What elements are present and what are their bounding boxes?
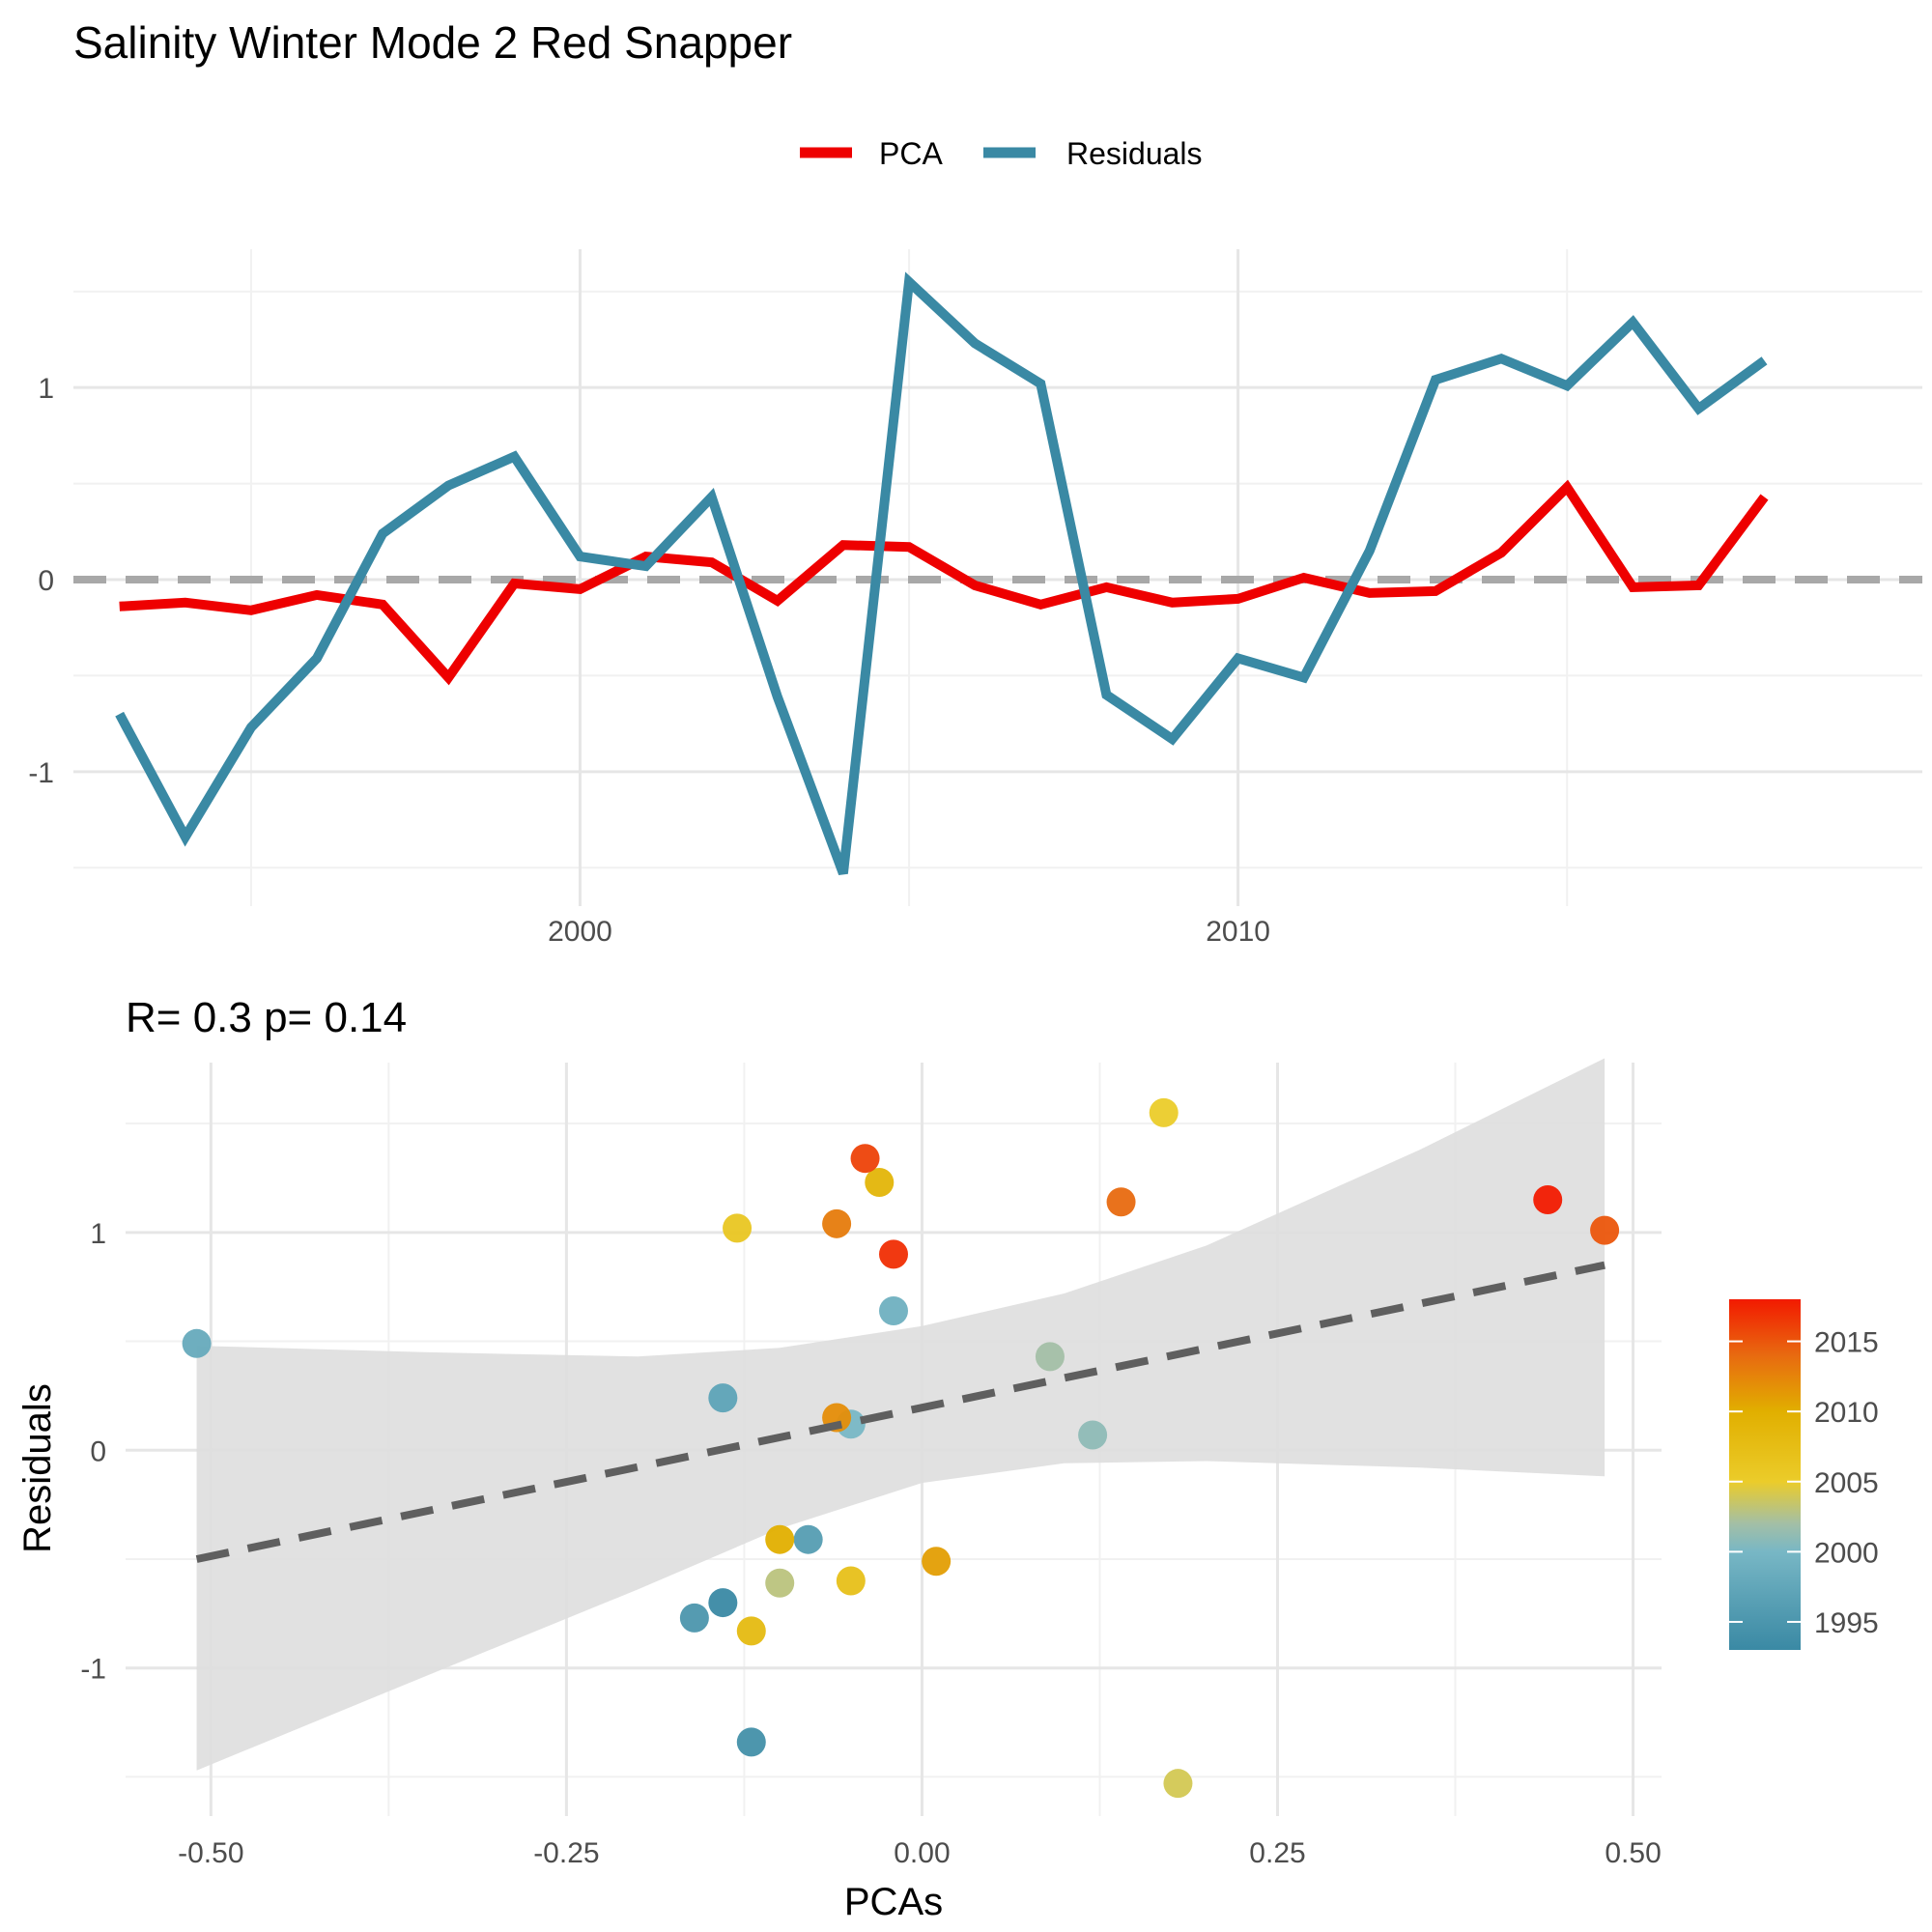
time-series-panel: 2000 2010 -1 0 1: [28, 249, 1922, 948]
colorbar-label-2015: 2015: [1814, 1327, 1879, 1359]
scatter-point-1996: [793, 1524, 823, 1554]
scatter-point-2006: [723, 1213, 753, 1243]
x-axis-title: PCAs: [844, 1881, 943, 1923]
scatter-point-1994: [736, 1727, 766, 1757]
scatter-point-2016: [850, 1144, 880, 1174]
scatter-point-2010: [765, 1524, 795, 1554]
scatter-point-2003: [765, 1568, 795, 1598]
scatter-point-2002: [1035, 1342, 1065, 1372]
scatter-point-2011: [922, 1547, 952, 1577]
colorbar-bar: [1729, 1299, 1801, 1650]
pca-line: [119, 479, 1769, 686]
scatter-panel: -0.50 -0.25 0.00 0.25 0.50 -1 0 1: [80, 1058, 1662, 1869]
scatter-point-2007: [836, 1566, 866, 1596]
x-tick-label-1: -0.25: [533, 1837, 599, 1869]
scatter-point-2017: [879, 1239, 908, 1269]
y-tick-label-2: 1: [38, 373, 54, 405]
legend-label-residuals: Residuals: [1066, 136, 1203, 171]
x-tick-label-3: 0.25: [1249, 1837, 1305, 1869]
scatter-point-1999: [879, 1295, 908, 1325]
scatter-point-1993: [708, 1588, 738, 1618]
colorbar-label-1995: 1995: [1814, 1607, 1879, 1639]
y-tick-label-1: 0: [90, 1435, 106, 1467]
scatter-point-2014: [1106, 1187, 1136, 1217]
confidence-band: [196, 1058, 1605, 1771]
x-tick-label-4: 0.50: [1605, 1837, 1661, 1869]
scatter-point-2015: [1590, 1215, 1620, 1245]
colorbar-label-2005: 2005: [1814, 1467, 1879, 1499]
residuals-line: [115, 271, 1768, 875]
legend: PCA Residuals: [800, 136, 1203, 171]
y-tick-label-1: 0: [38, 565, 54, 597]
scatter-subtitle: R= 0.3 p= 0.14: [126, 994, 407, 1041]
legend-label-pca: PCA: [879, 136, 943, 171]
x-tick-label-2000: 2000: [548, 916, 612, 948]
chart-title: Salinity Winter Mode 2 Red Snapper: [73, 17, 792, 68]
regression-fit-line: [195, 1261, 1605, 1563]
scatter-point-2013: [822, 1208, 852, 1238]
y-tick-label-0: -1: [28, 757, 54, 789]
scatter-point-2004: [1163, 1769, 1193, 1799]
scatter-point-1995: [679, 1603, 709, 1633]
y-tick-label-2: 1: [90, 1218, 106, 1250]
scatter-point-1997: [708, 1383, 738, 1413]
colorbar: 1995 2000 2005 2010 2015: [1729, 1299, 1879, 1650]
scatter-point-1998: [182, 1328, 212, 1358]
colorbar-label-2010: 2010: [1814, 1397, 1879, 1429]
scatter-point-2001: [1078, 1420, 1108, 1450]
colorbar-label-2000: 2000: [1814, 1537, 1879, 1569]
x-tick-label-0: -0.50: [178, 1837, 243, 1869]
scatter-point-2008: [736, 1616, 766, 1646]
x-tick-label-2: 0.00: [894, 1837, 950, 1869]
scatter-point-2009: [865, 1167, 895, 1197]
scatter-point-2018: [1533, 1185, 1563, 1215]
y-axis-title: Residuals: [16, 1383, 59, 1553]
scatter-point-2005: [1149, 1097, 1179, 1127]
x-tick-label-2010: 2010: [1206, 916, 1270, 948]
y-tick-label-0: -1: [80, 1654, 106, 1686]
